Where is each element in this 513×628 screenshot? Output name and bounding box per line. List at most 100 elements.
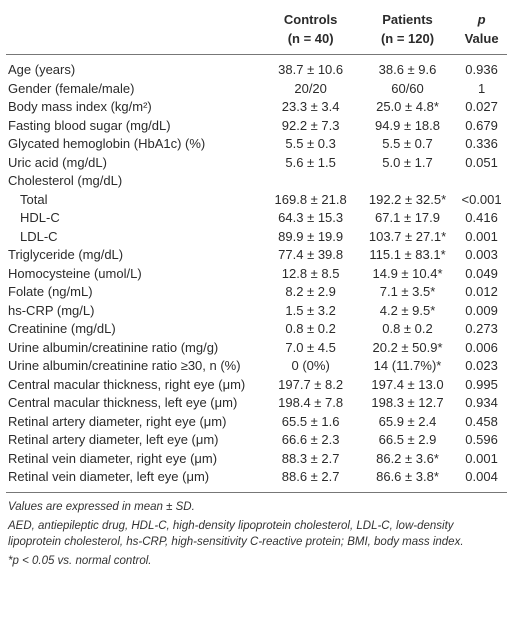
cell-value: 38.6 ± 9.6 (378, 62, 437, 77)
cell-value: 88.6 ± 2.7 (281, 469, 340, 484)
cell-value: 20/20 (294, 80, 327, 96)
footnote: Values are expressed in mean ± SD. (8, 500, 195, 513)
cell-value: 192.2 ± 32.5* (368, 191, 447, 207)
row-label: Creatinine (mg/dL) (8, 321, 116, 336)
cell-value: 66.5 ± 2.9 (378, 432, 437, 447)
row-label: Folate (ng/mL) (8, 284, 93, 299)
row-label: LDL-C (20, 228, 58, 244)
cell-value: 23.3 ± 3.4 (281, 99, 340, 114)
cell-value: 14.9 ± 10.4* (372, 265, 443, 281)
cell-value: 0.049 (465, 265, 498, 281)
table-row: Homocysteine (umol/L) 12.8 ± 8.5 14.9 ± 10… (6, 265, 507, 284)
column-subtitle: (n = 40) (287, 31, 334, 46)
cell-value: 25.0 ± 4.8* (376, 99, 439, 114)
cell-value: 197.7 ± 8.2 (278, 376, 344, 392)
row-label: Urine albumin/creatinine ratio (mg/g) (8, 339, 219, 355)
cell-value: 1 (477, 80, 486, 96)
cell-value: 0.012 (465, 284, 498, 299)
table-row: hs-CRP (mg/L) 1.5 ± 3.2 4.2 ± 9.5* 0.009 (6, 302, 507, 321)
cell-value: 169.8 ± 21.8 (274, 191, 347, 207)
row-label: Retinal vein diameter, left eye (μm) (8, 469, 210, 484)
table-row: Central macular thickness, right eye (μm… (6, 376, 507, 395)
cell-value: 86.6 ± 3.8* (376, 469, 439, 484)
cell-value: 64.3 ± 15.3 (278, 210, 344, 225)
table-row: Urine albumin/creatinine ratio ≥30, n (%… (6, 357, 507, 376)
cell-value: 86.2 ± 3.6* (376, 450, 439, 466)
cell-value: 89.9 ± 19.9 (278, 228, 344, 244)
cell-value: 0.027 (465, 99, 498, 114)
cell-value: 0.009 (465, 302, 498, 318)
table-row: Retinal vein diameter, left eye (μm) 88.6… (6, 468, 507, 492)
cell-value: <0.001 (461, 191, 502, 207)
cell-value: 66.6 ± 2.3 (281, 432, 340, 447)
cell-value: 8.2 ± 2.9 (285, 284, 336, 299)
cell-value: 0.679 (465, 117, 498, 133)
cell-value: 94.9 ± 18.8 (375, 117, 440, 133)
table-row: Age (years) 38.7 ± 10.6 38.6 ± 9.6 0.936 (6, 55, 507, 80)
row-label: Central macular thickness, right eye (μm… (8, 376, 246, 392)
cell-value: 0.8 ± 0.2 (285, 321, 336, 336)
cell-value: 7.1 ± 3.5* (379, 284, 436, 299)
table-row: Retinal vein diameter, right eye (μm) 88.… (6, 450, 507, 469)
cell-value: 77.4 ± 39.8 (278, 247, 344, 262)
row-label: Triglyceride (mg/dL) (8, 247, 124, 262)
table-row: Triglyceride (mg/dL) 77.4 ± 39.8 115.1 ± 8… (6, 246, 507, 265)
table-row: Body mass index (kg/m²) 23.3 ± 3.4 25.0 ± … (6, 98, 507, 117)
table-row: Urine albumin/creatinine ratio (mg/g) 7.0… (6, 339, 507, 358)
cell-value: 5.5 ± 0.7 (382, 136, 433, 151)
column-header: Patients (n = 120) (359, 8, 456, 55)
row-label: Urine albumin/creatinine ratio ≥30, n (%… (8, 358, 241, 373)
cell-value: 0.596 (465, 432, 498, 447)
row-label: Total (20, 191, 48, 207)
cell-value: 0.003 (465, 247, 498, 262)
cell-value: 0.001 (465, 228, 498, 244)
cell-value: 0.273 (465, 321, 498, 336)
footnote: AED, antiepileptic drug, HDL-C, high-den… (8, 519, 464, 548)
cell-value: 0.8 ± 0.2 (382, 321, 433, 336)
table-container: Controls (n = 40) Patients (n = 120) p Value … (6, 8, 507, 567)
row-label: Homocysteine (umol/L) (8, 265, 142, 281)
cell-value: 65.9 ± 2.4 (378, 413, 437, 429)
cell-value: 4.2 ± 9.5* (379, 302, 436, 318)
cell-value: 0 (0%) (291, 358, 330, 373)
data-table: Controls (n = 40) Patients (n = 120) p Value … (6, 8, 507, 493)
cell-value: 65.5 ± 1.6 (281, 413, 340, 429)
cell-value: 0.336 (465, 136, 498, 151)
column-title: p (477, 12, 486, 27)
row-label: Retinal artery diameter, left eye (μm) (8, 432, 219, 447)
cell-value: 0.936 (465, 62, 498, 77)
table-row: Gender (female/male) 20/20 60/60 1 (6, 80, 507, 99)
header-row: Controls (n = 40) Patients (n = 120) p Value (6, 8, 507, 55)
row-label: Body mass index (kg/m²) (8, 99, 152, 114)
table-row: LDL-C 89.9 ± 19.9 103.7 ± 27.1* 0.001 (6, 228, 507, 247)
header-blank (6, 8, 262, 55)
column-header: p Value (456, 8, 507, 55)
cell-value: 197.4 ± 13.0 (371, 376, 444, 392)
table-row: Uric acid (mg/dL) 5.6 ± 1.5 5.0 ± 1.7 0.051 (6, 154, 507, 173)
cell-value: 0.934 (465, 395, 498, 410)
table-row: Central macular thickness, left eye (μm)… (6, 394, 507, 413)
row-label: Age (years) (8, 62, 76, 77)
cell-value: 0.004 (465, 469, 498, 484)
cell-value: 20.2 ± 50.9* (372, 339, 443, 355)
cell-value: 60/60 (391, 80, 424, 96)
cell-value: 0.001 (465, 450, 498, 466)
cell-value: 0.458 (465, 413, 498, 429)
cell-value: 103.7 ± 27.1* (368, 228, 447, 244)
row-label: Central macular thickness, left eye (μm) (8, 395, 238, 410)
row-label: HDL-C (20, 210, 60, 225)
row-label: Uric acid (mg/dL) (8, 154, 107, 170)
cell-value: 198.3 ± 12.7 (371, 395, 444, 410)
table-row: Folate (ng/mL) 8.2 ± 2.9 7.1 ± 3.5* 0.012 (6, 283, 507, 302)
table-body: Age (years) 38.7 ± 10.6 38.6 ± 9.6 0.936 Gen… (6, 55, 507, 492)
row-label: hs-CRP (mg/L) (8, 302, 95, 318)
table-row: HDL-C 64.3 ± 15.3 67.1 ± 17.9 0.416 (6, 209, 507, 228)
row-label: Retinal vein diameter, right eye (μm) (8, 450, 218, 466)
table-row: Fasting blood sugar (mg/dL) 92.2 ± 7.3 94.… (6, 117, 507, 136)
row-label: Retinal artery diameter, right eye (μm) (8, 413, 227, 429)
column-title: Controls (283, 12, 338, 27)
cell-value: 5.0 ± 1.7 (382, 154, 433, 170)
column-title: Patients (382, 12, 433, 27)
column-header: Controls (n = 40) (262, 8, 359, 55)
